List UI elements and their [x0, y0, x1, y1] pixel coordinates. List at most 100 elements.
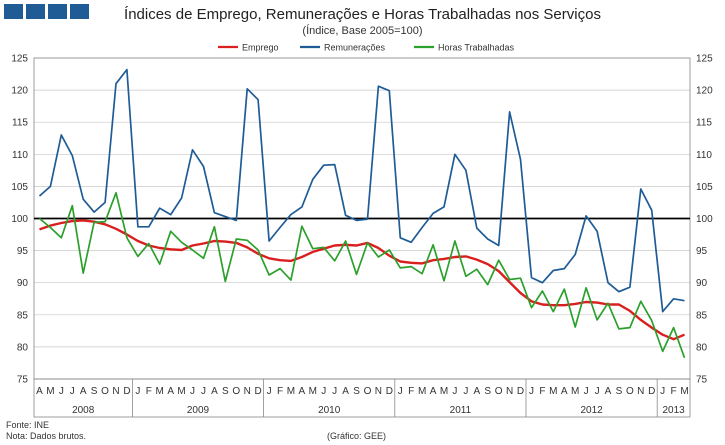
logo-block: [26, 4, 45, 19]
source-note: Fonte: INE: [6, 420, 50, 430]
year-label: 2008: [72, 405, 95, 416]
year-label: 2009: [187, 405, 210, 416]
month-tick-label: M: [309, 386, 317, 397]
y-tick-label-left: 110: [12, 150, 28, 161]
year-label: 2011: [450, 405, 472, 416]
month-tick-label: F: [671, 386, 677, 397]
y-tick-label-left: 120: [11, 86, 28, 97]
month-tick-label: J: [321, 386, 326, 397]
month-tick-label: D: [123, 386, 130, 397]
month-tick-label: A: [36, 386, 43, 397]
month-tick-label: O: [101, 386, 109, 397]
month-tick-label: A: [473, 386, 480, 397]
y-tick-label-left: 80: [17, 342, 29, 353]
month-tick-label: M: [287, 386, 295, 397]
month-tick-label: M: [549, 386, 557, 397]
month-tick-label: M: [440, 386, 448, 397]
month-tick-label: M: [177, 386, 185, 397]
y-tick-label-left: 95: [17, 246, 29, 257]
month-tick-label: J: [70, 386, 75, 397]
month-tick-label: J: [529, 386, 534, 397]
logo-block: [48, 4, 67, 19]
month-tick-label: F: [277, 386, 283, 397]
month-tick-label: S: [484, 386, 491, 397]
month-tick-label: N: [637, 386, 644, 397]
month-tick-label: J: [190, 386, 195, 397]
month-tick-label: F: [539, 386, 545, 397]
data-note: Nota: Dados brutos.: [6, 431, 87, 441]
month-tick-label: A: [80, 386, 87, 397]
month-tick-label: N: [112, 386, 119, 397]
logo-block: [4, 4, 23, 19]
y-tick-label-right: 100: [696, 214, 713, 225]
month-tick-label: O: [364, 386, 372, 397]
month-tick-label: F: [146, 386, 152, 397]
month-tick-label: O: [626, 386, 634, 397]
month-tick-label: A: [211, 386, 218, 397]
y-tick-label-left: 115: [12, 118, 28, 129]
month-tick-label: D: [386, 386, 393, 397]
month-tick-label: M: [46, 386, 54, 397]
month-tick-label: A: [342, 386, 349, 397]
month-tick-label: S: [616, 386, 623, 397]
y-tick-label-left: 105: [11, 182, 28, 193]
month-tick-label: J: [201, 386, 206, 397]
y-tick-label-right: 90: [696, 278, 708, 289]
chart-title: Índices de Emprego, Remunerações e Horas…: [124, 6, 601, 23]
chart-credit: (Gráfico: GEE): [327, 431, 387, 441]
month-tick-label: A: [605, 386, 612, 397]
y-tick-label-right: 95: [696, 246, 708, 257]
y-tick-label-left: 90: [17, 278, 29, 289]
y-tick-label-right: 110: [696, 150, 712, 161]
month-tick-label: O: [232, 386, 240, 397]
month-tick-label: M: [156, 386, 164, 397]
y-tick-label-right: 75: [696, 375, 708, 386]
y-tick-label-right: 80: [696, 342, 708, 353]
month-tick-label: O: [495, 386, 503, 397]
year-label: 2012: [580, 405, 603, 416]
series-line-1: [38, 68, 685, 313]
month-tick-label: J: [332, 386, 337, 397]
y-tick-label-right: 115: [696, 118, 712, 129]
month-tick-label: N: [375, 386, 382, 397]
month-tick-label: J: [59, 386, 64, 397]
logo-block: [70, 4, 89, 19]
y-tick-label-right: 85: [696, 310, 708, 321]
series-line-2: [38, 191, 686, 359]
y-tick-label-left: 75: [17, 375, 29, 386]
year-label: 2010: [318, 405, 341, 416]
month-tick-label: J: [267, 386, 272, 397]
month-tick-label: J: [660, 386, 665, 397]
y-tick-label-left: 85: [17, 310, 29, 321]
month-tick-label: N: [244, 386, 251, 397]
month-tick-label: A: [299, 386, 306, 397]
brand-logo: [4, 4, 89, 19]
month-tick-label: D: [648, 386, 655, 397]
month-tick-label: J: [463, 386, 468, 397]
y-tick-label-left: 125: [11, 54, 28, 65]
y-tick-label-left: 100: [11, 214, 28, 225]
y-tick-label-right: 125: [696, 54, 713, 65]
month-tick-label: M: [418, 386, 426, 397]
legend-label: Remunerações: [324, 43, 386, 53]
month-tick-label: J: [595, 386, 600, 397]
month-tick-label: J: [398, 386, 403, 397]
legend-label: Horas Trabalhadas: [438, 43, 515, 53]
month-tick-label: A: [561, 386, 568, 397]
month-tick-label: M: [680, 386, 688, 397]
month-tick-label: D: [517, 386, 524, 397]
month-tick-label: S: [91, 386, 98, 397]
y-tick-label-right: 120: [696, 86, 713, 97]
year-label: 2013: [662, 405, 685, 416]
month-tick-label: J: [135, 386, 140, 397]
month-tick-label: J: [452, 386, 457, 397]
series-line-0: [39, 219, 685, 341]
x-axis-box: [33, 378, 691, 418]
chart-subtitle: (Índice, Base 2005=100): [302, 25, 423, 37]
legend-label: Emprego: [242, 43, 279, 53]
month-tick-label: D: [255, 386, 262, 397]
month-tick-label: A: [430, 386, 437, 397]
month-tick-label: J: [584, 386, 589, 397]
month-tick-label: S: [353, 386, 360, 397]
